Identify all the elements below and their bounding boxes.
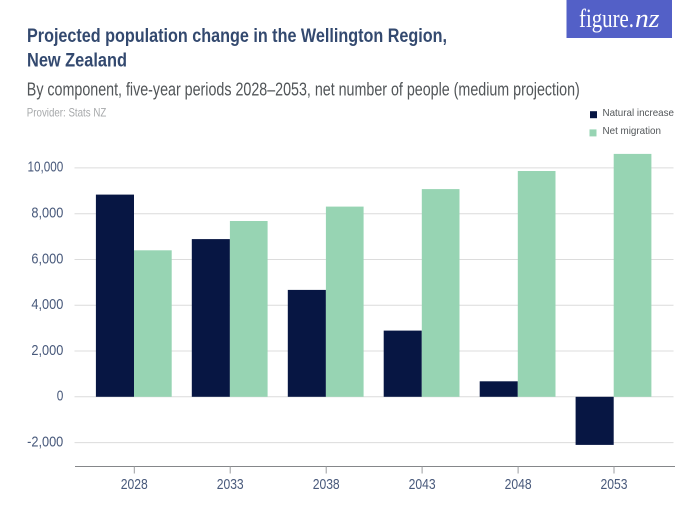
svg-text:figure.: figure. (579, 4, 634, 33)
svg-text:10,000: 10,000 (28, 159, 64, 176)
svg-text:2028: 2028 (121, 476, 148, 493)
svg-text:2033: 2033 (217, 476, 244, 493)
svg-text:2038: 2038 (313, 476, 340, 493)
svg-text:Projected population change in: Projected population change in the Welli… (27, 26, 447, 47)
svg-text:nz: nz (635, 4, 660, 33)
svg-text:8,000: 8,000 (31, 205, 63, 222)
svg-text:2048: 2048 (505, 476, 532, 493)
svg-text:2043: 2043 (409, 476, 436, 493)
svg-text:By component, five-year period: By component, five-year periods 2028–205… (27, 80, 580, 100)
svg-text:0: 0 (57, 388, 64, 405)
svg-text:Net migration: Net migration (603, 125, 662, 137)
svg-text:-2,000: -2,000 (27, 433, 63, 450)
svg-text:6,000: 6,000 (31, 250, 63, 267)
svg-text:Provider: Stats NZ: Provider: Stats NZ (27, 106, 107, 120)
svg-text:4,000: 4,000 (31, 296, 63, 313)
svg-text:New Zealand: New Zealand (27, 51, 127, 72)
svg-text:Natural increase: Natural increase (603, 107, 675, 119)
svg-text:2053: 2053 (601, 476, 628, 493)
svg-text:2,000: 2,000 (31, 342, 63, 359)
